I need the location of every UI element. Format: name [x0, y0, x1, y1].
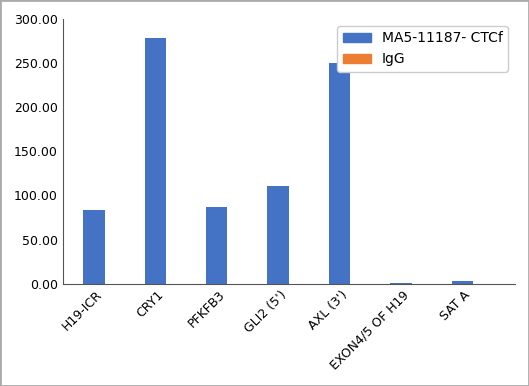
Legend: MA5-11187- CTCf, IgG: MA5-11187- CTCf, IgG	[338, 26, 508, 72]
Bar	[329, 63, 350, 284]
Bar	[452, 281, 473, 284]
Bar	[267, 186, 289, 284]
Bar	[83, 210, 105, 284]
Bar	[206, 207, 227, 284]
Bar	[144, 38, 166, 284]
Bar	[390, 283, 412, 284]
